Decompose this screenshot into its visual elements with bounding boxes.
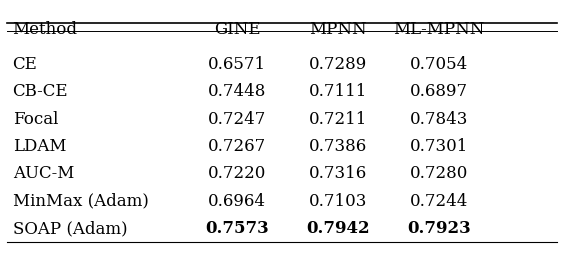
Text: 0.7211: 0.7211 [309,111,367,128]
Text: 0.7386: 0.7386 [309,138,367,155]
Text: GINE: GINE [214,20,261,38]
Text: 0.7267: 0.7267 [208,138,266,155]
Text: ML-MPNN: ML-MPNN [394,20,485,38]
Text: 0.6964: 0.6964 [208,193,266,210]
Text: SOAP (Adam): SOAP (Adam) [12,220,127,237]
Text: 0.7220: 0.7220 [208,165,266,182]
Text: CB-CE: CB-CE [12,83,68,100]
Text: 0.7280: 0.7280 [410,165,468,182]
Text: 0.7923: 0.7923 [407,220,471,237]
Text: MinMax (Adam): MinMax (Adam) [12,193,148,210]
Text: 0.7448: 0.7448 [208,83,266,100]
Text: 0.6897: 0.6897 [410,83,468,100]
Text: CE: CE [12,56,37,73]
Text: 0.7244: 0.7244 [410,193,468,210]
Text: 0.7316: 0.7316 [309,165,367,182]
Text: MPNN: MPNN [309,20,367,38]
Text: 0.7843: 0.7843 [410,111,468,128]
Text: 0.7247: 0.7247 [208,111,266,128]
Text: 0.6571: 0.6571 [208,56,266,73]
Text: AUC-M: AUC-M [12,165,74,182]
Text: 0.7054: 0.7054 [410,56,468,73]
Text: LDAM: LDAM [12,138,66,155]
Text: 0.7301: 0.7301 [410,138,468,155]
Text: 0.7111: 0.7111 [309,83,367,100]
Text: Method: Method [12,20,78,38]
Text: Focal: Focal [12,111,58,128]
Text: 0.7573: 0.7573 [205,220,269,237]
Text: 0.7942: 0.7942 [306,220,370,237]
Text: 0.7103: 0.7103 [309,193,367,210]
Text: 0.7289: 0.7289 [309,56,367,73]
